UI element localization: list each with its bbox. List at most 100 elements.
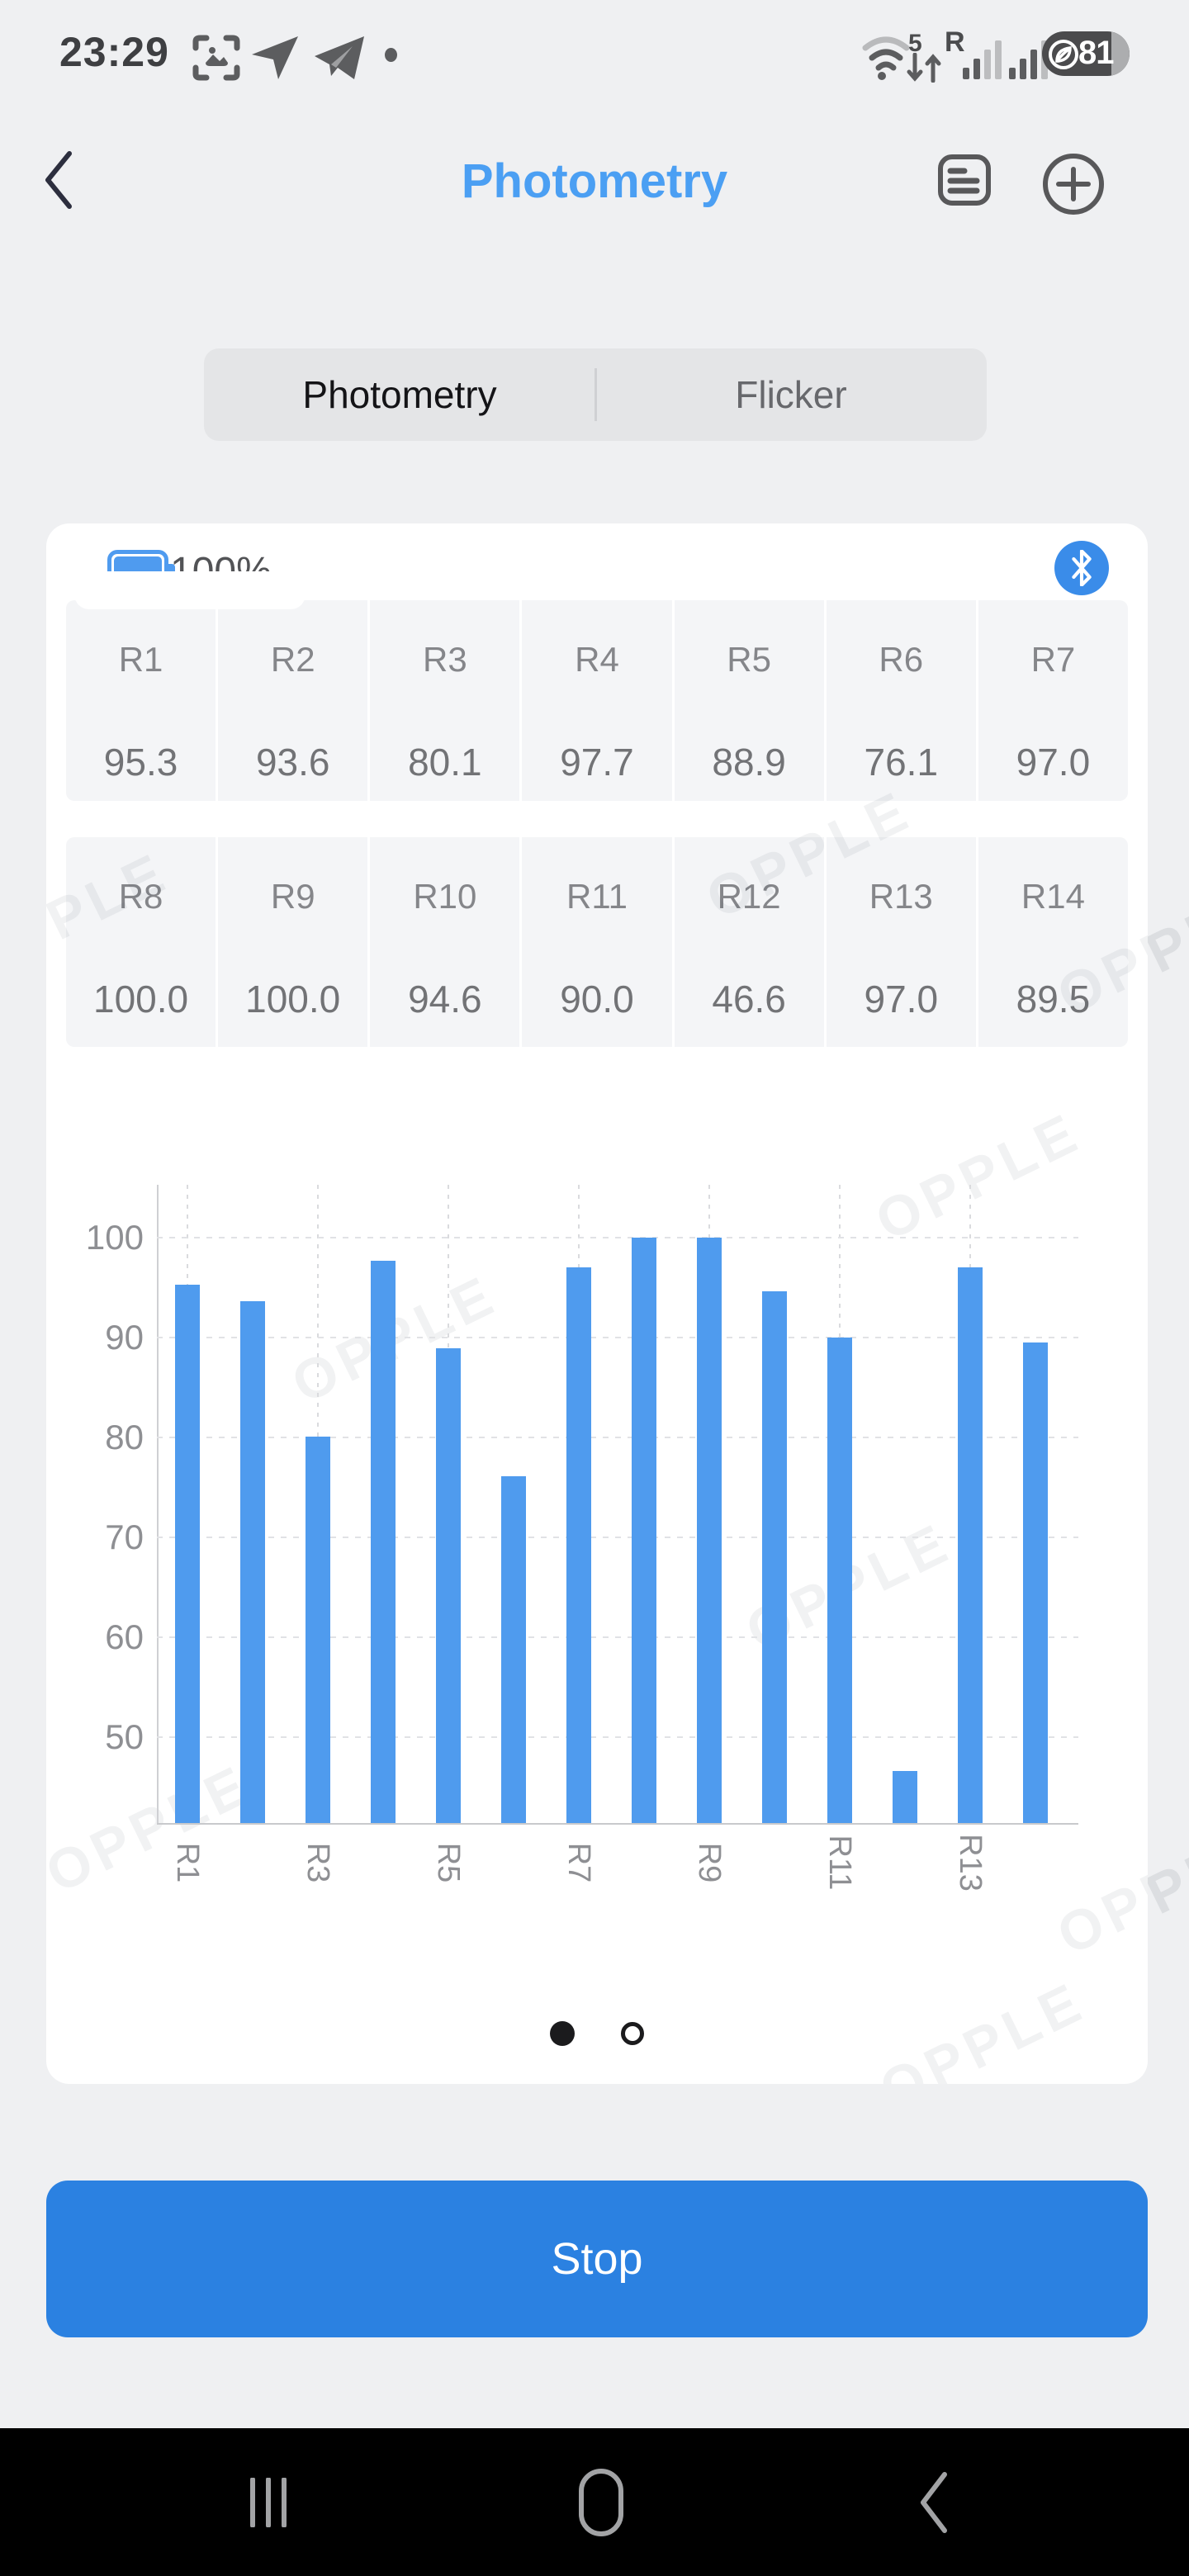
chart-bar-R11 (827, 1337, 852, 1823)
wifi-updown-arrows-icon (907, 53, 941, 83)
x-tick-label: R13 (953, 1834, 988, 1892)
notification-dot-icon (385, 48, 397, 62)
r-value: 89.5 (1016, 978, 1091, 1020)
home-icon (579, 2468, 623, 2536)
pager-dot-1[interactable] (550, 2021, 575, 2046)
table-cell-R13: R13 97.0 (826, 837, 976, 1047)
chart-bar-R13 (958, 1267, 983, 1823)
tab-photometry[interactable]: Photometry (302, 373, 497, 416)
r-value: 88.9 (712, 741, 786, 784)
tab-flicker[interactable]: Flicker (735, 373, 847, 416)
r-value: 76.1 (864, 741, 939, 784)
r-value: 93.6 (255, 741, 330, 784)
battery-percent-label: 81 (1078, 35, 1114, 71)
clock-time: 23:29 (59, 29, 169, 75)
y-tick-label: 50 (105, 1717, 144, 1756)
r-values-table-1: R1 95.3 R2 93.6 R3 80.1 R4 97.7 R5 88.9 R6 76.1 R7 97… (66, 600, 1128, 801)
r-value: 94.6 (408, 978, 482, 1020)
telegram-icon (315, 36, 364, 79)
r-value: 100.0 (93, 978, 189, 1020)
r-index-label: R6 (879, 640, 924, 679)
recents-icon (250, 2477, 287, 2527)
r-index-label: R4 (575, 640, 619, 679)
back-chevron-icon (921, 2471, 947, 2533)
pager-dot-2[interactable] (621, 2022, 644, 2045)
stop-button[interactable]: Stop (46, 2181, 1148, 2337)
r-value: 97.0 (1016, 741, 1091, 784)
x-tick-label: R5 (431, 1842, 466, 1883)
records-list-button[interactable] (937, 154, 992, 206)
y-gridline (157, 1636, 1078, 1638)
bluetooth-icon (1072, 550, 1092, 586)
table-cell-R2: R2 93.6 (218, 600, 368, 801)
r-index-label: R1 (118, 640, 163, 679)
r-index-label: R7 (1030, 640, 1076, 679)
y-gridline (157, 1236, 1078, 1238)
r-value: 90.0 (560, 978, 634, 1020)
page-title: Photometry (461, 154, 728, 208)
r-index-label: R8 (118, 877, 163, 916)
table-corner-notch (74, 571, 306, 609)
chart-bar-R5 (436, 1348, 461, 1823)
chart-bar-R3 (306, 1436, 330, 1823)
roaming-label: R (945, 26, 965, 58)
recents-button[interactable] (178, 2428, 359, 2576)
chart-bar-R9 (697, 1237, 722, 1823)
r-value: 80.1 (408, 741, 482, 784)
x-tick-label: R3 (301, 1842, 335, 1883)
table-cell-R5: R5 88.9 (674, 600, 824, 801)
x-tick-label: R7 (561, 1842, 596, 1883)
r-values-bar-chart: Description Label R1R3R5R7R9R11R13100908… (46, 523, 1148, 2084)
chart-bar-R10 (762, 1291, 787, 1823)
tab-divider (594, 368, 597, 421)
signal-bars-icon (963, 40, 1002, 79)
battery-indicator: 81 (1042, 31, 1130, 76)
r-value: 97.0 (864, 978, 939, 1020)
wifi-icon (862, 36, 910, 80)
back-button[interactable] (40, 147, 106, 221)
r-index-label: R2 (270, 640, 315, 679)
r-value: 100.0 (245, 978, 341, 1020)
r-value: 97.7 (560, 741, 634, 784)
r-index-label: R9 (270, 877, 315, 916)
battery-empty-segment (1111, 31, 1130, 76)
home-button[interactable] (510, 2428, 692, 2576)
chart-bar-R4 (371, 1260, 396, 1823)
y-tick-label: 70 (105, 1517, 144, 1556)
table-cell-R8: R8 100.0 (66, 837, 216, 1047)
y-gridline (157, 1536, 1078, 1538)
chart-bar-R14 (1023, 1342, 1048, 1823)
table-cell-R1: R1 95.3 (66, 600, 216, 801)
screenshot-icon (192, 35, 240, 81)
table-cell-R11: R11 90.0 (522, 837, 672, 1047)
r-value: 95.3 (103, 741, 178, 784)
mode-tabs: Photometry Flicker (204, 348, 987, 441)
y-tick-label: 100 (85, 1217, 144, 1257)
table-cell-R10: R10 94.6 (370, 837, 520, 1047)
y-tick-label: 90 (105, 1317, 144, 1357)
table-cell-R4: R4 97.7 (522, 600, 672, 801)
add-button[interactable] (1041, 152, 1106, 216)
y-gridline (157, 1336, 1078, 1338)
chart-bar-R2 (240, 1301, 265, 1823)
back-nav-button[interactable] (842, 2428, 1024, 2576)
r-index-label: R3 (423, 640, 467, 679)
x-tick-label: R11 (822, 1835, 857, 1891)
measurement-card: OPPLEOPPLEOPPLEOPPLEOPPLEOPPLEOPPLEOPPLE… (46, 523, 1148, 2084)
chart-bar-R7 (566, 1267, 591, 1823)
y-tick-label: 60 (105, 1617, 144, 1656)
chart-bar-R12 (893, 1771, 917, 1823)
chart-bar-R8 (632, 1237, 656, 1823)
y-gridline (157, 1735, 1078, 1738)
android-navigation-bar (0, 2428, 1189, 2576)
y-axis-line (157, 1185, 159, 1823)
bluetooth-button[interactable] (1054, 541, 1109, 595)
r-index-label: R14 (1021, 877, 1085, 916)
x-tick-label: R1 (170, 1842, 205, 1883)
r-values-table-2: R8 100.0 R9 100.0 R10 94.6 R11 90.0 R12 46.6 R13 97… (66, 837, 1128, 1047)
chart-bar-R1 (175, 1284, 200, 1823)
table-cell-R9: R9 100.0 (218, 837, 368, 1047)
r-index-label: R12 (717, 877, 781, 916)
status-bar: 23:29 5 R (0, 0, 1189, 91)
